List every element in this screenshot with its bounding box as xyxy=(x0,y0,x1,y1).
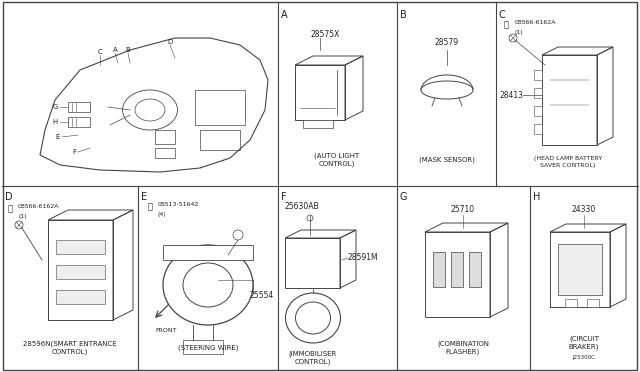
Text: (CIRCUIT
BRAKER): (CIRCUIT BRAKER) xyxy=(569,336,599,350)
Bar xyxy=(425,232,490,317)
Text: D: D xyxy=(5,192,13,202)
Text: Ⓢ: Ⓢ xyxy=(148,202,153,211)
Text: (IMMOBILISER
CONTROL): (IMMOBILISER CONTROL) xyxy=(289,351,337,365)
Bar xyxy=(303,120,333,128)
Text: 25710: 25710 xyxy=(451,205,475,214)
Bar xyxy=(433,252,445,287)
Bar xyxy=(68,102,90,112)
Bar xyxy=(155,130,175,144)
Text: 28579: 28579 xyxy=(435,38,459,47)
Text: 28413: 28413 xyxy=(500,90,524,99)
Text: 28591M: 28591M xyxy=(348,253,379,263)
Bar xyxy=(550,232,610,307)
Text: A: A xyxy=(281,10,287,20)
Text: H: H xyxy=(52,119,58,125)
Text: 25554: 25554 xyxy=(250,291,275,299)
Bar xyxy=(163,245,253,260)
Text: (1): (1) xyxy=(515,30,524,35)
Text: 28596N(SMART ENTRANCE
CONTROL): 28596N(SMART ENTRANCE CONTROL) xyxy=(23,341,117,355)
Bar xyxy=(558,244,602,295)
Text: D: D xyxy=(168,39,173,45)
Bar xyxy=(534,124,542,134)
Text: (STEERING WIRE): (STEERING WIRE) xyxy=(178,345,238,351)
Bar xyxy=(48,220,113,320)
Bar xyxy=(285,238,340,288)
Bar xyxy=(155,148,175,158)
Text: G: G xyxy=(52,104,58,110)
Text: (4): (4) xyxy=(158,212,167,217)
Text: B: B xyxy=(125,47,131,53)
Text: C: C xyxy=(499,10,506,20)
Bar xyxy=(534,70,542,80)
Bar xyxy=(534,106,542,116)
Bar xyxy=(542,55,597,145)
Text: F: F xyxy=(72,149,76,155)
Text: G: G xyxy=(400,192,408,202)
Text: Ⓢ: Ⓢ xyxy=(8,204,13,213)
Text: E: E xyxy=(141,192,147,202)
Text: FRONT: FRONT xyxy=(156,327,177,333)
Text: 08566-6162A: 08566-6162A xyxy=(515,20,557,25)
Bar xyxy=(56,240,105,254)
Text: (MASK SENSOR): (MASK SENSOR) xyxy=(419,157,475,163)
Bar xyxy=(587,299,599,307)
Text: 28575X: 28575X xyxy=(310,30,340,39)
Text: (1): (1) xyxy=(18,214,27,219)
Text: 25630AB: 25630AB xyxy=(285,202,319,211)
Bar xyxy=(200,130,240,150)
Text: (COMBINATION
FLASHER): (COMBINATION FLASHER) xyxy=(437,341,489,355)
Text: Ⓢ: Ⓢ xyxy=(504,20,509,29)
Text: A: A xyxy=(113,47,117,53)
Text: 24330: 24330 xyxy=(572,205,596,214)
Text: 08513-51642: 08513-51642 xyxy=(158,202,200,207)
Bar xyxy=(56,265,105,279)
Text: (HEAD LAMP BATTERY
SAVER CONTROL): (HEAD LAMP BATTERY SAVER CONTROL) xyxy=(534,156,602,168)
Text: B: B xyxy=(400,10,407,20)
Bar xyxy=(183,340,223,354)
Bar xyxy=(295,65,345,120)
Text: 08566-6162A: 08566-6162A xyxy=(18,204,60,209)
Bar xyxy=(195,90,245,125)
Text: H: H xyxy=(533,192,540,202)
Bar xyxy=(451,252,463,287)
Bar xyxy=(534,88,542,98)
Text: C: C xyxy=(98,49,102,55)
Bar xyxy=(565,299,577,307)
Text: E: E xyxy=(56,134,60,140)
Bar xyxy=(469,252,481,287)
Text: J25300C: J25300C xyxy=(573,356,595,360)
Bar xyxy=(56,290,105,304)
Text: (AUTO LIGHT
CONTROL): (AUTO LIGHT CONTROL) xyxy=(314,153,360,167)
Bar xyxy=(68,117,90,127)
Text: F: F xyxy=(281,192,287,202)
